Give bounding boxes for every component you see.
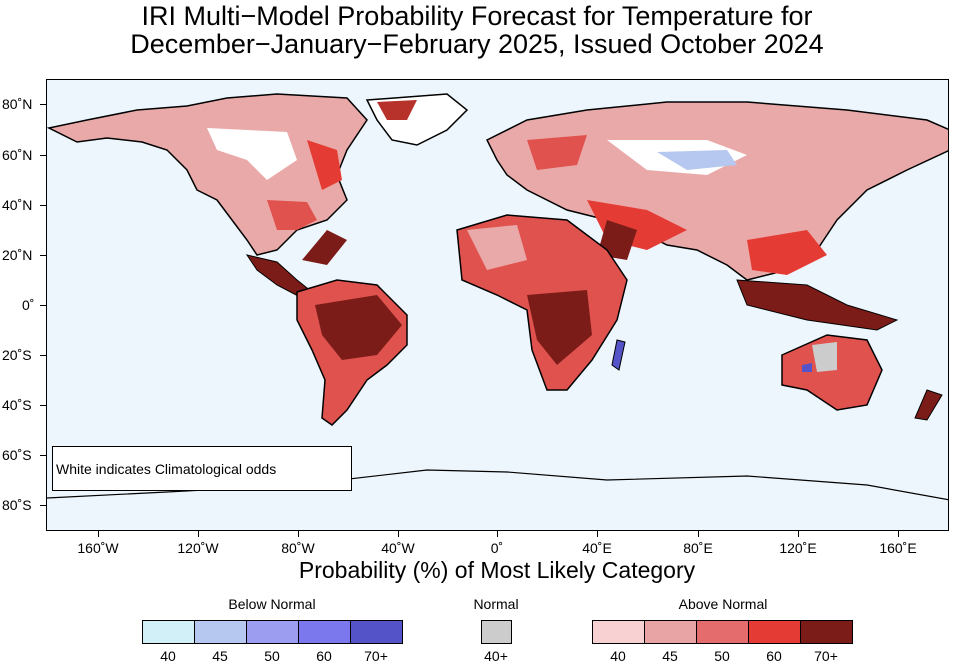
lon-tick — [98, 531, 99, 537]
lat-tick — [40, 104, 46, 105]
lon-label-80w: 80˚W — [281, 540, 315, 556]
lon-label-160e: 160˚E — [879, 540, 917, 556]
lon-tick — [497, 531, 498, 537]
legend-below-label: 50 — [264, 648, 280, 664]
lat-label-60n: 60˚N — [2, 147, 33, 163]
legend-above-label: 40 — [610, 648, 626, 664]
land-australia — [781, 334, 883, 411]
lat-label-60s: 60˚S — [2, 447, 32, 463]
legend-above-swatch — [696, 620, 749, 644]
lon-tick — [597, 531, 598, 537]
lat-tick — [40, 455, 46, 456]
lon-tick — [798, 531, 799, 537]
lat-tick — [40, 505, 46, 506]
lon-label-0: 0˚ — [490, 540, 504, 556]
world-map-graphic — [47, 93, 948, 501]
lat-tick — [40, 405, 46, 406]
lon-tick — [698, 531, 699, 537]
legend-below-label: 45 — [212, 648, 228, 664]
map-title-line-2: December−January−February 2025, Issued O… — [130, 29, 824, 59]
lon-label-40e: 40˚E — [582, 540, 612, 556]
legend-above-label: 50 — [714, 648, 730, 664]
legend-above-swatch — [644, 620, 697, 644]
lat-label-80n: 80˚N — [2, 96, 33, 112]
legend-below-label: 40 — [160, 648, 176, 664]
legend-above-swatch — [800, 620, 853, 644]
lon-tick — [898, 531, 899, 537]
lon-tick — [198, 531, 199, 537]
legend-above-label: 45 — [662, 648, 678, 664]
legend-normal-title: Normal — [473, 596, 519, 612]
legend-normal-label: 40+ — [484, 648, 508, 664]
legend-above-label: 60 — [766, 648, 782, 664]
legend-below-swatch — [298, 620, 351, 644]
legend-below-swatch — [142, 620, 195, 644]
lat-label-20s: 20˚S — [2, 347, 32, 363]
lon-label-160w: 160˚W — [77, 540, 119, 556]
legend-normal-swatch — [481, 620, 512, 644]
legend-below-label: 60 — [316, 648, 332, 664]
lat-tick — [40, 255, 46, 256]
climatology-note: White indicates Climatological odds — [52, 446, 352, 491]
lat-tick — [40, 155, 46, 156]
land-greenland — [365, 93, 469, 146]
legend-below-label: 70+ — [364, 648, 388, 664]
legend-below-swatch — [194, 620, 247, 644]
lon-label-120w: 120˚W — [177, 540, 219, 556]
legend-below-title: Below Normal — [228, 596, 316, 612]
lat-tick — [40, 205, 46, 206]
legend-above-swatch — [748, 620, 801, 644]
legend-above-title: Above Normal — [678, 596, 768, 612]
legend-above-label: 70+ — [814, 648, 838, 664]
lat-label-20n: 20˚N — [2, 247, 33, 263]
lat-label-40s: 40˚S — [2, 397, 32, 413]
lat-label-40n: 40˚N — [2, 197, 33, 213]
lon-tick — [298, 531, 299, 537]
map-title-line-1: IRI Multi−Model Probability Forecast for… — [141, 1, 813, 31]
lat-label-0: 0˚ — [22, 297, 35, 313]
legend-below-swatch — [350, 620, 403, 644]
lon-label-40w: 40˚W — [381, 540, 415, 556]
legend-above-swatch — [592, 620, 645, 644]
lat-label-80s: 80˚S — [2, 497, 32, 513]
legend-axis-title: Probability (%) of Most Likely Category — [298, 557, 696, 583]
lat-tick — [40, 355, 46, 356]
lat-tick — [40, 305, 46, 306]
lon-tick — [398, 531, 399, 537]
legend-below-swatch — [246, 620, 299, 644]
lon-label-80e: 80˚E — [683, 540, 713, 556]
lon-label-120e: 120˚E — [779, 540, 817, 556]
